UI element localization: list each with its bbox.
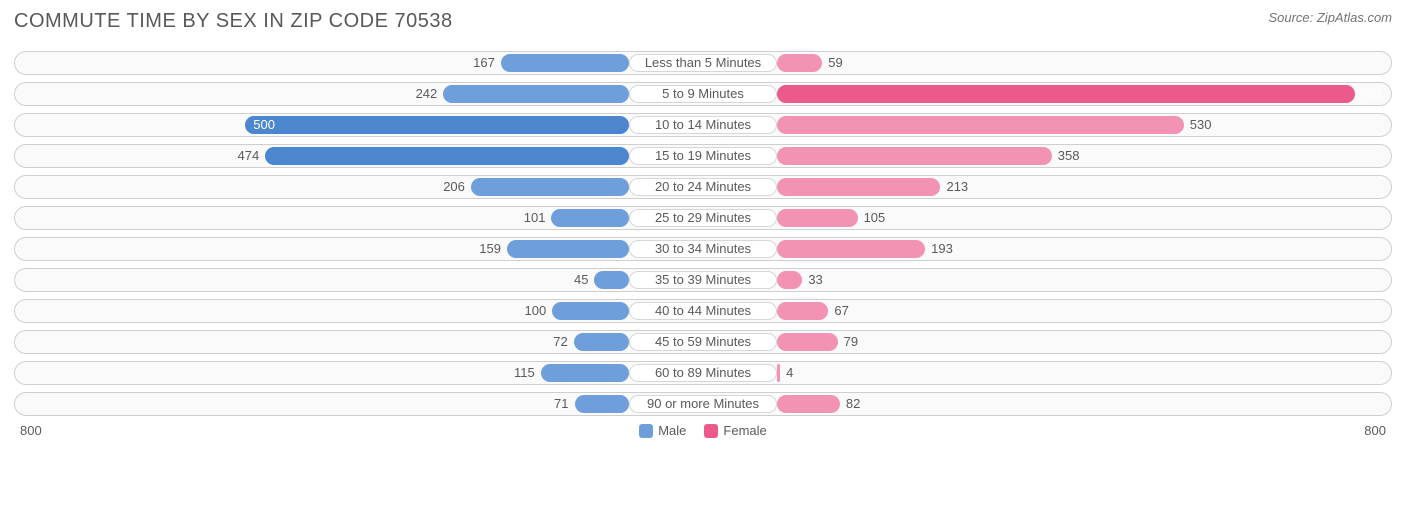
category-label: 30 to 34 Minutes bbox=[629, 240, 777, 258]
bar-male bbox=[507, 240, 629, 258]
bar-male bbox=[575, 395, 629, 413]
value-female: 105 bbox=[864, 207, 886, 229]
bar-female bbox=[777, 395, 840, 413]
legend: Male Female bbox=[639, 423, 767, 438]
value-female: 530 bbox=[1190, 114, 1212, 136]
value-female: 193 bbox=[931, 238, 953, 260]
chart-row: 242 753 5 to 9 Minutes bbox=[14, 82, 1392, 106]
value-male: 474 bbox=[238, 145, 260, 167]
bar-female bbox=[777, 54, 822, 72]
category-label: 15 to 19 Minutes bbox=[629, 147, 777, 165]
value-female: 358 bbox=[1058, 145, 1080, 167]
legend-label-male: Male bbox=[658, 423, 686, 438]
bar-female bbox=[777, 116, 1184, 134]
category-label: Less than 5 Minutes bbox=[629, 54, 777, 72]
axis-max-left: 800 bbox=[20, 423, 42, 438]
bar-female bbox=[777, 85, 1355, 103]
value-female: 67 bbox=[834, 300, 848, 322]
swatch-female bbox=[704, 424, 718, 438]
chart-row: 474 358 15 to 19 Minutes bbox=[14, 144, 1392, 168]
bar-female bbox=[777, 209, 858, 227]
value-female: 82 bbox=[846, 393, 860, 415]
category-label: 60 to 89 Minutes bbox=[629, 364, 777, 382]
value-female: 33 bbox=[808, 269, 822, 291]
value-male: 500 bbox=[253, 116, 275, 134]
chart-source: Source: ZipAtlas.com bbox=[1268, 10, 1392, 25]
value-male: 45 bbox=[574, 269, 588, 291]
bar-male bbox=[574, 333, 629, 351]
bar-male: 500 bbox=[245, 116, 629, 134]
value-female: 753 bbox=[1359, 83, 1381, 105]
value-male: 101 bbox=[524, 207, 546, 229]
value-male: 100 bbox=[525, 300, 547, 322]
value-male: 71 bbox=[554, 393, 568, 415]
chart-row: 45 33 35 to 39 Minutes bbox=[14, 268, 1392, 292]
value-male: 206 bbox=[443, 176, 465, 198]
value-male: 72 bbox=[553, 331, 567, 353]
bar-male bbox=[265, 147, 629, 165]
chart-row: 159 193 30 to 34 Minutes bbox=[14, 237, 1392, 261]
bar-female bbox=[777, 364, 780, 382]
bar-male bbox=[443, 85, 629, 103]
value-female: 59 bbox=[828, 52, 842, 74]
value-female: 79 bbox=[844, 331, 858, 353]
bar-male bbox=[471, 178, 629, 196]
value-male: 167 bbox=[473, 52, 495, 74]
bar-male bbox=[551, 209, 629, 227]
category-label: 20 to 24 Minutes bbox=[629, 178, 777, 196]
chart-row: 101 105 25 to 29 Minutes bbox=[14, 206, 1392, 230]
category-label: 25 to 29 Minutes bbox=[629, 209, 777, 227]
legend-label-female: Female bbox=[723, 423, 766, 438]
category-label: 35 to 39 Minutes bbox=[629, 271, 777, 289]
chart-row: 167 59 Less than 5 Minutes bbox=[14, 51, 1392, 75]
swatch-male bbox=[639, 424, 653, 438]
chart-row: 206 213 20 to 24 Minutes bbox=[14, 175, 1392, 199]
chart-row: 72 79 45 to 59 Minutes bbox=[14, 330, 1392, 354]
bar-female bbox=[777, 302, 828, 320]
legend-item-female: Female bbox=[704, 423, 766, 438]
category-label: 40 to 44 Minutes bbox=[629, 302, 777, 320]
value-male: 115 bbox=[514, 362, 535, 384]
bar-female bbox=[777, 178, 940, 196]
category-label: 10 to 14 Minutes bbox=[629, 116, 777, 134]
axis-max-right: 800 bbox=[1364, 423, 1386, 438]
bar-female bbox=[777, 240, 925, 258]
category-label: 5 to 9 Minutes bbox=[629, 85, 777, 103]
chart-row: 100 67 40 to 44 Minutes bbox=[14, 299, 1392, 323]
chart-area: 167 59 Less than 5 Minutes 242 753 5 to 9 Min… bbox=[14, 51, 1392, 416]
legend-item-male: Male bbox=[639, 423, 686, 438]
value-male: 159 bbox=[479, 238, 501, 260]
value-female: 4 bbox=[786, 362, 793, 384]
value-female: 213 bbox=[946, 176, 968, 198]
bar-female bbox=[777, 333, 838, 351]
chart-row: 71 82 90 or more Minutes bbox=[14, 392, 1392, 416]
bar-male bbox=[552, 302, 629, 320]
chart-title: COMMUTE TIME BY SEX IN ZIP CODE 70538 bbox=[14, 10, 453, 33]
bar-female bbox=[777, 271, 802, 289]
bar-male bbox=[541, 364, 629, 382]
value-male: 242 bbox=[416, 83, 438, 105]
chart-row: 115 4 60 to 89 Minutes bbox=[14, 361, 1392, 385]
category-label: 90 or more Minutes bbox=[629, 395, 777, 413]
chart-row: 500 530 10 to 14 Minutes bbox=[14, 113, 1392, 137]
category-label: 45 to 59 Minutes bbox=[629, 333, 777, 351]
bar-male bbox=[594, 271, 629, 289]
bar-male bbox=[501, 54, 629, 72]
bar-female bbox=[777, 147, 1052, 165]
